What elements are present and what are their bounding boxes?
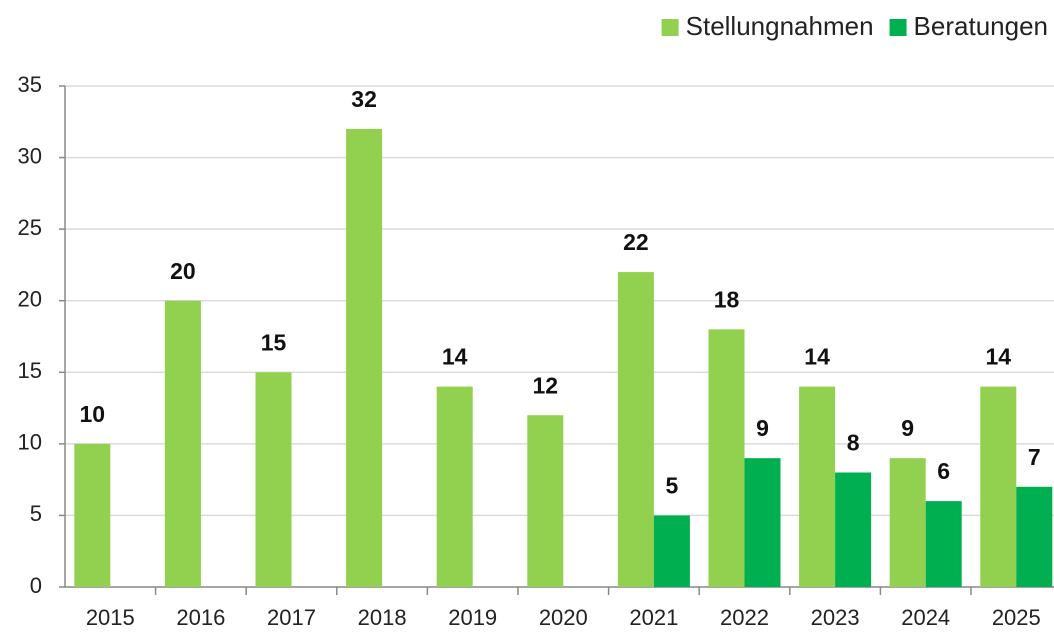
value-label: 5 [666,473,679,499]
bar [74,443,111,587]
y-tick-label: 20 [18,287,42,312]
bar [835,472,872,587]
bar [527,415,564,587]
legend-swatch [661,19,679,36]
value-label: 12 [533,372,559,398]
bar [436,386,473,587]
bar [744,458,781,587]
value-label: 18 [714,286,740,312]
value-label: 9 [901,415,914,441]
bar [1016,486,1053,587]
bar [255,372,292,587]
x-tick-label: 2020 [539,605,588,630]
x-tick-label: 2024 [901,605,950,630]
value-label: 10 [80,401,106,427]
y-tick-label: 10 [18,430,42,455]
value-label: 6 [937,458,950,484]
y-tick-label: 35 [18,72,42,97]
value-label: 9 [756,415,769,441]
x-tick-label: 2016 [176,605,225,630]
legend-label: Beratungen [914,11,1048,41]
x-tick-label: 2023 [811,605,860,630]
x-tick-label: 2025 [992,605,1041,630]
x-tick-label: 2015 [86,605,135,630]
value-label: 14 [986,344,1012,370]
value-label: 7 [1028,444,1041,470]
bar [708,329,745,587]
bar [346,128,383,587]
legend-label: Stellungnahmen [686,11,874,41]
bar [889,458,926,587]
value-label: 15 [261,329,287,355]
x-tick-label: 2018 [358,605,407,630]
bar [925,501,962,587]
value-label: 14 [804,344,830,370]
bar [617,272,654,587]
y-tick-label: 0 [30,573,42,598]
bar [980,386,1017,587]
y-tick-label: 25 [18,215,42,240]
value-label: 20 [170,258,196,284]
y-tick-label: 5 [30,501,42,526]
y-tick-label: 15 [18,358,42,383]
x-tick-label: 2021 [629,605,678,630]
y-tick-label: 30 [18,143,42,168]
x-tick-label: 2019 [448,605,497,630]
value-label: 22 [623,229,649,255]
x-tick-label: 2017 [267,605,316,630]
bar [799,386,836,587]
value-label: 32 [351,86,377,112]
legend-swatch [889,19,907,36]
bar [653,515,690,587]
value-label: 8 [847,430,860,456]
x-tick-label: 2022 [720,605,769,630]
value-label: 14 [442,344,468,370]
bar [164,300,201,587]
